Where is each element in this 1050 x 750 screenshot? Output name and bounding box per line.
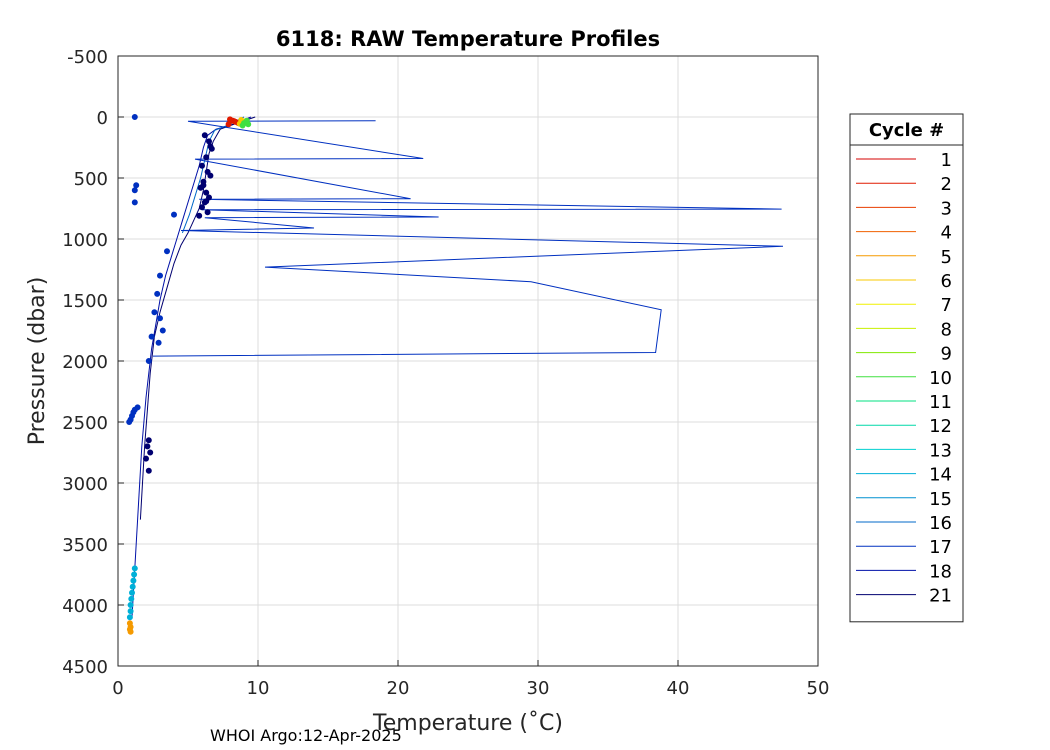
data-point	[239, 122, 246, 129]
data-point	[131, 187, 138, 194]
legend-entry-label: 1	[941, 150, 952, 171]
data-point	[157, 315, 163, 322]
data-point	[148, 333, 155, 340]
legend-box	[849, 113, 964, 623]
legend-entry-label: 9	[941, 344, 952, 365]
data-point	[130, 577, 137, 584]
x-tick-label: 10	[247, 678, 270, 699]
data-point	[145, 467, 152, 474]
y-axis-ticks: -500 0 500 1000 1500 2000 2500 3000 3500 4000 4500	[62, 47, 124, 678]
data-point	[201, 132, 208, 139]
data-point	[127, 608, 134, 615]
x-tick-label: 0	[112, 678, 123, 699]
data-point	[159, 327, 166, 334]
y-axis-label: Pressure (dbar)	[25, 277, 50, 446]
data-point	[127, 628, 134, 635]
legend-entry-label: 21	[929, 586, 952, 607]
y-tick-label: 3500	[62, 535, 108, 556]
legend-title: Cycle #	[869, 120, 944, 141]
data-point	[126, 614, 133, 621]
data-point	[171, 211, 177, 218]
legend-entry-label: 5	[941, 247, 952, 268]
legend-entry-label: 3	[941, 198, 952, 219]
y-tick-label: 2000	[62, 352, 108, 373]
legend-entry-label: 14	[929, 465, 952, 486]
data-point	[134, 404, 141, 411]
x-tick-label: 40	[667, 678, 690, 699]
data-point	[207, 172, 214, 179]
y-tick-label: 0	[97, 108, 108, 129]
data-point	[127, 602, 134, 608]
data-point	[129, 583, 136, 590]
data-point	[199, 162, 205, 169]
data-point	[164, 248, 170, 255]
data-point	[200, 182, 207, 189]
y-tick-label: 4000	[62, 596, 108, 617]
data-point	[245, 121, 252, 128]
data-point	[196, 212, 203, 219]
y-tick-label: 1000	[62, 230, 108, 251]
data-point	[151, 309, 158, 316]
y-tick-label: -500	[67, 47, 108, 68]
legend-entry-label: 12	[929, 416, 952, 437]
x-tick-label: 30	[527, 678, 550, 699]
data-point	[131, 114, 138, 120]
y-tick-label: 1500	[62, 291, 108, 312]
series-line	[131, 116, 252, 618]
legend-entry-label: 10	[929, 368, 952, 389]
data-point	[131, 571, 138, 578]
scatter-layer	[126, 114, 252, 635]
legend-entry-label: 11	[929, 392, 952, 413]
series-line	[152, 120, 784, 357]
data-point	[128, 595, 135, 602]
data-point	[131, 199, 138, 206]
y-tick-label: 3000	[62, 474, 108, 495]
x-tick-label: 20	[387, 678, 410, 699]
legend-entry-label: 15	[929, 489, 952, 510]
data-point	[231, 118, 238, 125]
legend-entry-label: 7	[941, 295, 952, 316]
data-point	[199, 204, 205, 211]
data-point	[147, 449, 154, 456]
legend-entry-label: 16	[929, 513, 952, 534]
data-point	[133, 182, 140, 189]
grid	[117, 55, 819, 667]
x-axis-label: Temperature (˚C)	[372, 711, 563, 736]
data-point	[157, 272, 163, 279]
series-layer	[131, 116, 784, 618]
legend-entry-label: 18	[929, 561, 952, 582]
data-point	[154, 290, 161, 297]
data-point	[129, 589, 135, 596]
data-point	[203, 189, 210, 196]
data-point	[206, 138, 212, 145]
data-point	[145, 358, 152, 364]
y-tick-label: 4500	[62, 657, 108, 678]
legend-entry-label: 2	[941, 174, 952, 195]
data-point	[204, 209, 211, 216]
data-point	[207, 143, 214, 150]
footer-text: WHOI Argo:12-Apr-2025	[210, 726, 402, 745]
data-point	[131, 565, 138, 572]
legend-entry-label: 8	[941, 319, 952, 340]
y-tick-label: 500	[74, 169, 108, 190]
series-line	[139, 116, 256, 520]
data-point	[203, 154, 210, 161]
legend-entry-label: 4	[941, 223, 952, 244]
y-tick-label: 2500	[62, 413, 108, 434]
x-axis-ticks: 0 10 20 30 40 50	[112, 660, 829, 699]
chart-title: 6118: RAW Temperature Profiles	[276, 27, 660, 51]
data-point	[203, 198, 210, 205]
legend-entry-label: 6	[941, 271, 952, 292]
data-point	[144, 443, 151, 450]
data-point	[155, 339, 162, 346]
data-point	[143, 455, 149, 462]
data-point	[145, 437, 152, 444]
legend-entry-label: 13	[929, 440, 952, 461]
legend-entry-label: 17	[929, 537, 952, 558]
data-point	[225, 121, 232, 128]
x-tick-label: 50	[807, 678, 830, 699]
